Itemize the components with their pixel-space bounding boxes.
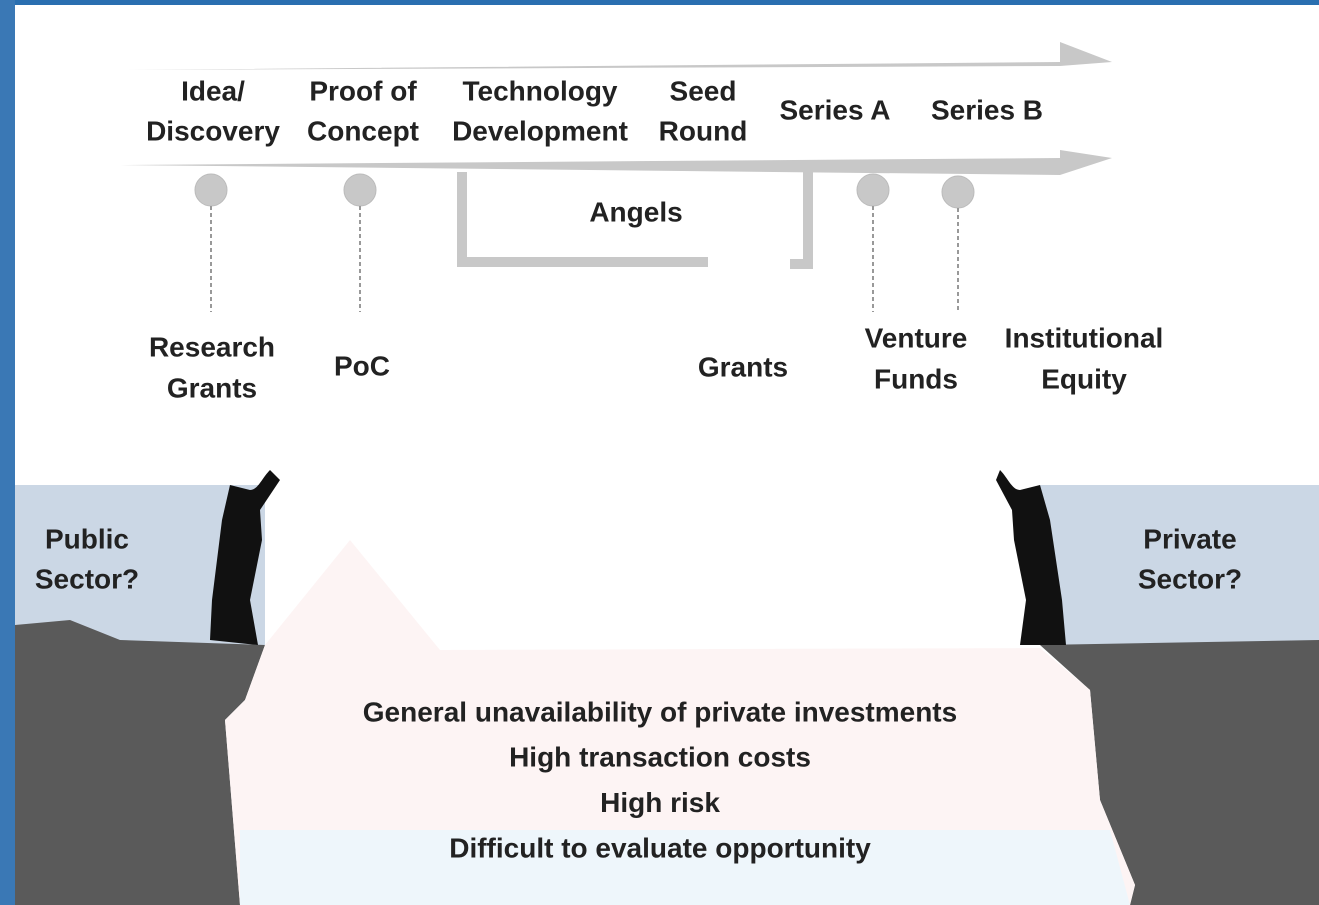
pins — [194, 173, 975, 209]
sector-label: Sector? — [1138, 563, 1242, 594]
stage-label: Series B — [931, 94, 1043, 125]
arrow-bottom — [120, 150, 1112, 175]
private-silhouette — [996, 470, 1066, 645]
right-cliff — [1040, 640, 1319, 905]
gap-reason: High risk — [600, 787, 720, 818]
funding-label: Grants — [167, 372, 257, 403]
pin-lines — [210, 206, 959, 312]
angels-bracket-right — [790, 170, 813, 269]
sector-label: Private — [1143, 523, 1236, 554]
stage-label: Round — [659, 115, 748, 146]
funding-label: Equity — [1041, 363, 1127, 394]
funding-label: Venture — [865, 322, 968, 353]
stage-label: Development — [452, 115, 628, 146]
sector-label: Sector? — [35, 563, 139, 594]
sector-label: Public — [45, 523, 129, 554]
funding-label: Funds — [874, 363, 958, 394]
funding-label: Research — [149, 331, 275, 362]
gap-headline: General unavailability of private invest… — [363, 696, 957, 727]
stage-label: Proof of — [309, 75, 417, 106]
funding-label: Angels — [589, 196, 682, 227]
poc-label: PoC — [334, 350, 390, 381]
gap-reason: Difficult to evaluate opportunity — [449, 832, 871, 863]
gap-reason: High transaction costs — [509, 741, 811, 772]
top-edge — [0, 0, 1319, 5]
public-silhouette — [210, 470, 280, 645]
funding-label: Institutional — [1005, 322, 1164, 353]
stage-label: Series A — [779, 94, 890, 125]
funding-label: Grants — [698, 351, 788, 382]
angels-bracket-left — [457, 172, 708, 267]
stage-label: Technology — [462, 75, 617, 106]
chasm — [225, 540, 1135, 905]
stage-label: Seed — [670, 75, 737, 106]
labels: Idea/Discovery Proof of Concept Technology D… — [35, 75, 1242, 863]
left-edge — [0, 0, 15, 905]
stage-label: Concept — [307, 115, 419, 146]
stage-label: Idea/ — [181, 75, 245, 106]
stage-label: Discovery — [146, 115, 280, 146]
chasm-bottom — [240, 830, 1130, 905]
private-sky — [1040, 485, 1319, 645]
left-cliff — [15, 620, 265, 905]
